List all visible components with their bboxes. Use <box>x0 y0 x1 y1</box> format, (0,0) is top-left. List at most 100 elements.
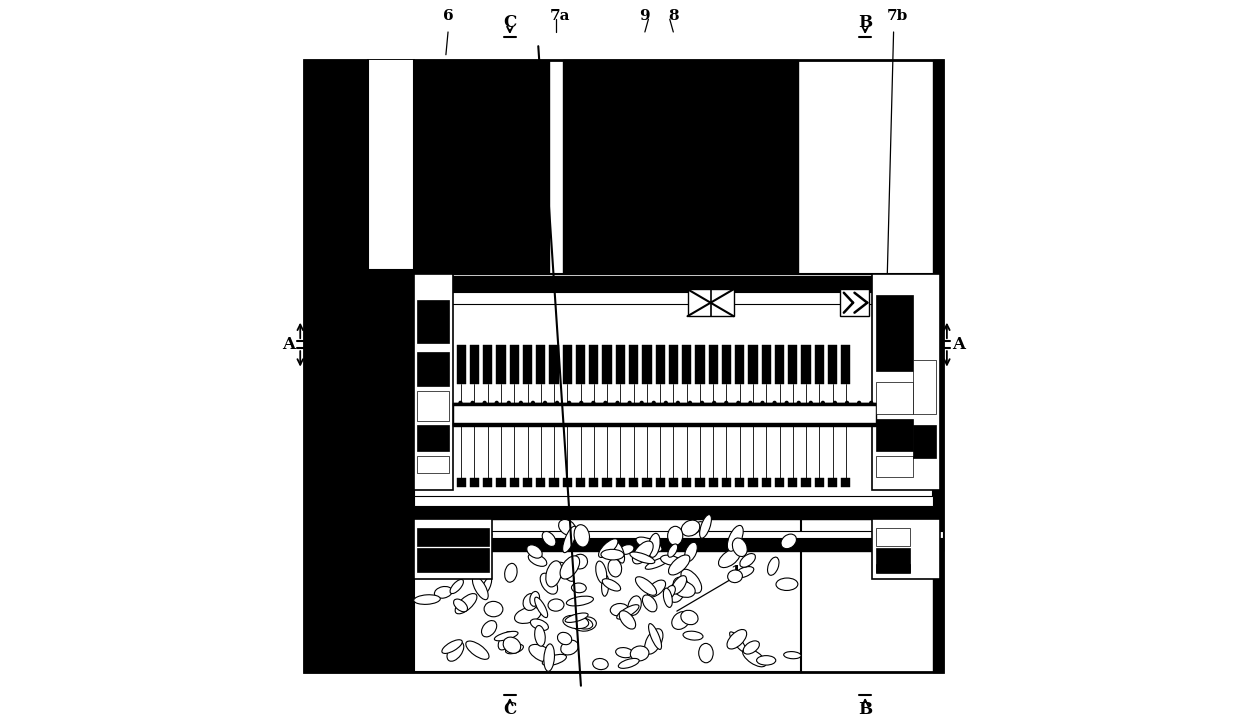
Circle shape <box>760 401 765 405</box>
Circle shape <box>518 401 523 405</box>
Text: C: C <box>503 14 517 32</box>
Ellipse shape <box>630 646 649 661</box>
Ellipse shape <box>681 610 698 625</box>
Bar <box>414 276 932 292</box>
Ellipse shape <box>673 577 688 590</box>
Bar <box>656 345 665 384</box>
Bar <box>414 506 932 518</box>
Bar <box>722 345 732 384</box>
Bar <box>708 478 718 487</box>
Ellipse shape <box>464 531 492 540</box>
Bar <box>414 496 932 506</box>
Bar <box>453 403 875 406</box>
Ellipse shape <box>665 585 676 600</box>
Ellipse shape <box>615 648 634 658</box>
Bar <box>815 478 823 487</box>
Ellipse shape <box>776 578 797 590</box>
Bar <box>456 478 466 487</box>
Ellipse shape <box>565 613 588 623</box>
Text: 6: 6 <box>443 9 454 24</box>
Bar <box>872 274 940 490</box>
Bar <box>875 456 913 477</box>
Ellipse shape <box>683 631 703 640</box>
Circle shape <box>543 401 547 405</box>
Ellipse shape <box>466 641 489 659</box>
Bar <box>656 478 665 487</box>
Text: 7b: 7b <box>887 9 908 24</box>
Ellipse shape <box>563 526 577 553</box>
Bar <box>789 345 797 384</box>
Circle shape <box>857 401 862 405</box>
Ellipse shape <box>689 522 703 535</box>
Text: C: C <box>503 701 517 718</box>
Bar <box>523 345 532 384</box>
Bar <box>368 60 414 270</box>
Circle shape <box>591 401 595 405</box>
Ellipse shape <box>454 599 467 612</box>
Bar <box>418 456 449 473</box>
Bar <box>872 518 940 579</box>
Circle shape <box>737 401 740 405</box>
Ellipse shape <box>541 573 558 595</box>
Ellipse shape <box>529 645 554 663</box>
Bar <box>629 345 639 384</box>
Ellipse shape <box>627 596 641 615</box>
Ellipse shape <box>728 526 743 551</box>
Bar <box>414 274 453 490</box>
Ellipse shape <box>727 630 746 649</box>
Circle shape <box>495 401 498 405</box>
Ellipse shape <box>681 520 699 536</box>
Bar <box>629 478 639 487</box>
Bar <box>418 548 489 572</box>
Bar <box>549 345 559 384</box>
Bar <box>414 518 801 671</box>
Bar <box>603 478 611 487</box>
Ellipse shape <box>608 559 621 577</box>
Bar <box>801 345 811 384</box>
Ellipse shape <box>567 596 594 606</box>
Ellipse shape <box>601 549 624 560</box>
Text: B: B <box>858 14 872 32</box>
Bar <box>668 478 678 487</box>
Ellipse shape <box>734 567 754 578</box>
Text: 9: 9 <box>640 9 650 24</box>
Circle shape <box>748 401 753 405</box>
Ellipse shape <box>595 561 606 584</box>
Bar <box>304 60 414 671</box>
Ellipse shape <box>481 577 491 595</box>
Bar <box>801 478 811 487</box>
Ellipse shape <box>672 576 687 595</box>
Circle shape <box>688 401 692 405</box>
Circle shape <box>627 401 631 405</box>
Ellipse shape <box>599 538 618 557</box>
Ellipse shape <box>740 554 755 567</box>
Bar <box>828 478 837 487</box>
Bar <box>616 345 625 384</box>
Bar <box>563 60 797 274</box>
Bar <box>510 345 518 384</box>
Bar <box>414 292 932 304</box>
Ellipse shape <box>649 624 661 649</box>
Ellipse shape <box>546 561 562 587</box>
Ellipse shape <box>743 641 759 654</box>
Ellipse shape <box>498 632 513 650</box>
Circle shape <box>712 401 717 405</box>
Bar <box>775 478 784 487</box>
Bar <box>418 425 449 452</box>
Ellipse shape <box>544 644 554 671</box>
Circle shape <box>604 401 608 405</box>
Ellipse shape <box>573 554 588 569</box>
Bar <box>575 478 585 487</box>
Bar <box>696 345 704 384</box>
Ellipse shape <box>698 643 713 663</box>
Bar <box>589 345 599 384</box>
Ellipse shape <box>645 557 670 569</box>
Ellipse shape <box>635 577 657 595</box>
Circle shape <box>482 401 487 405</box>
Ellipse shape <box>616 605 639 619</box>
Text: A: A <box>281 336 295 353</box>
Ellipse shape <box>505 564 517 582</box>
Bar <box>841 345 851 384</box>
Bar <box>875 382 913 414</box>
Bar <box>563 345 572 384</box>
